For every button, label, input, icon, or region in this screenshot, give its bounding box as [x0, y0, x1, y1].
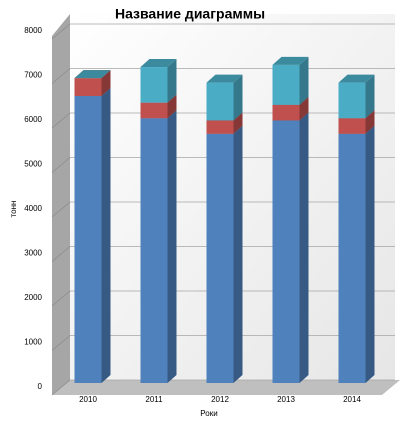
- x-axis-label: Роки: [200, 409, 217, 418]
- y-tick-label: 2000: [24, 293, 42, 302]
- grid-line: [51, 246, 71, 262]
- bar-segment: [338, 133, 366, 383]
- x-tick-label: 2013: [277, 395, 295, 404]
- grid-line: [51, 290, 71, 307]
- y-tick-label: 5000: [24, 160, 42, 169]
- bar-side: [299, 96, 309, 121]
- y-tick-label: 7000: [24, 71, 42, 80]
- bar-segment: [272, 64, 300, 105]
- y-tick-label: 6000: [24, 115, 42, 124]
- bar-top: [272, 56, 309, 65]
- bar-side: [167, 59, 177, 103]
- grid-line: [51, 157, 71, 173]
- x-tick-label: 2014: [343, 395, 361, 404]
- x-tick-label: 2011: [145, 395, 163, 404]
- bar-segment: [140, 118, 168, 383]
- bar-segment: [140, 67, 168, 103]
- chart-title: Название диаграммы: [115, 6, 265, 22]
- bar-top: [206, 74, 243, 83]
- y-tick-label: 8000: [24, 26, 42, 35]
- bar-side: [365, 74, 375, 119]
- bar-segment: [338, 118, 366, 134]
- bar-segment: [206, 120, 234, 134]
- grid-line: [51, 201, 71, 218]
- bar-side: [233, 112, 243, 134]
- bar-top: [74, 70, 111, 79]
- y-tick-label: 1000: [24, 338, 42, 347]
- bar-segment: [272, 120, 300, 383]
- bar-segment: [74, 78, 102, 96]
- bar-top: [140, 59, 177, 68]
- bar-top: [338, 74, 375, 83]
- x-tick-label: 2012: [211, 395, 229, 404]
- bar-segment: [206, 82, 234, 121]
- bar-side: [299, 56, 309, 105]
- grid-line: [51, 23, 71, 40]
- grid-line: [51, 379, 71, 396]
- grid-line: [51, 335, 71, 351]
- left-wall: [52, 14, 70, 395]
- floor: [52, 380, 400, 395]
- y-tick-label: 4000: [24, 204, 42, 213]
- bar-segment: [338, 82, 366, 119]
- bar-side: [233, 74, 243, 121]
- bar-side: [101, 87, 111, 383]
- bar-side: [167, 110, 177, 383]
- bar-segment: [272, 104, 300, 121]
- y-axis-label: тонн: [9, 201, 18, 218]
- bar-segment: [140, 102, 168, 119]
- grid-line: [51, 68, 71, 84]
- grid-line: [51, 112, 71, 129]
- bar-segment: [74, 95, 102, 383]
- bar-side: [101, 70, 111, 96]
- bar-side: [365, 125, 375, 384]
- bar-segment: [206, 133, 234, 383]
- y-tick-label: 0: [38, 382, 43, 391]
- bar-side: [365, 110, 375, 134]
- bar-side: [233, 125, 243, 384]
- x-tick-label: 2010: [79, 395, 97, 404]
- bar-side: [167, 94, 177, 119]
- bar-side: [299, 112, 309, 383]
- y-tick-label: 3000: [24, 249, 42, 258]
